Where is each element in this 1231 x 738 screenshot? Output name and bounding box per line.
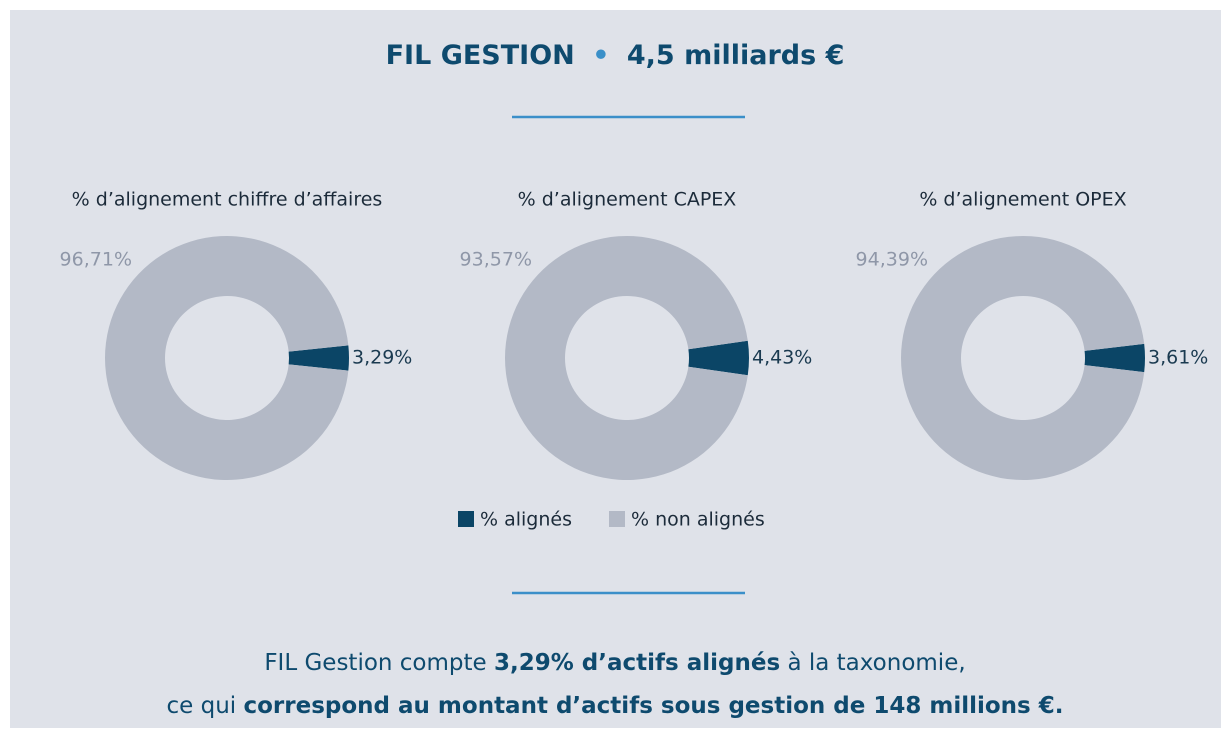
header-separator: • (592, 40, 609, 71)
footer-text: correspond au montant d’actifs sous gest… (244, 693, 1064, 719)
value-label: 3,29% (352, 347, 412, 369)
footer-text: à la taxonomie, (780, 650, 966, 676)
slice (901, 235, 1145, 480)
slice (688, 340, 749, 376)
footer-line: ce qui correspond au montant d’actifs so… (167, 693, 1064, 719)
chart-title: % d’alignement OPEX (919, 189, 1126, 211)
value-label: 94,39% (856, 249, 928, 271)
header-name: FIL GESTION (386, 40, 575, 71)
value-label: 3,61% (1148, 347, 1208, 369)
value-label: 96,71% (60, 249, 132, 271)
slice (288, 345, 349, 371)
header-title: FIL GESTION • 4,5 milliards € (386, 40, 845, 71)
value-label: 93,57% (460, 249, 532, 271)
legend-label: % non alignés (631, 509, 765, 531)
slice (104, 235, 349, 480)
panel (10, 10, 1221, 728)
value-label: 4,43% (752, 347, 812, 369)
footer-line: FIL Gestion compte 3,29% d’actifs aligné… (264, 650, 965, 676)
slice (504, 236, 748, 480)
footer-text: 3,29% d’actifs alignés (494, 650, 780, 676)
header-amount: 4,5 milliards € (627, 40, 845, 71)
footer-text: FIL Gestion compte (264, 650, 494, 676)
chart-title: % d’alignement chiffre d’affaires (72, 189, 383, 211)
chart-title: % d’alignement CAPEX (518, 189, 737, 211)
legend-swatch (458, 511, 474, 527)
footer-text: ce qui (167, 693, 244, 719)
legend-swatch (609, 511, 625, 527)
slice (1084, 343, 1145, 373)
legend-label: % alignés (480, 509, 572, 531)
